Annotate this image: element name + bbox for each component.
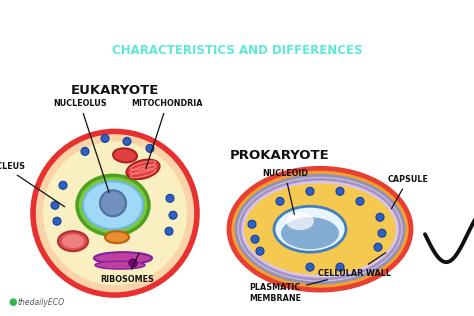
Text: EUKARYOTES AND PROKARYOTES: EUKARYOTES AND PROKARYOTES [61,13,413,32]
Circle shape [146,144,154,152]
Ellipse shape [105,231,129,243]
Ellipse shape [240,179,400,279]
Circle shape [248,220,256,228]
Text: CHARACTERISTICS AND DIFFERENCES: CHARACTERISTICS AND DIFFERENCES [112,44,362,57]
Text: CAPSULE: CAPSULE [388,175,428,209]
Circle shape [101,134,109,143]
Circle shape [251,235,259,243]
Circle shape [376,213,384,221]
Ellipse shape [58,231,88,251]
Circle shape [336,263,344,271]
Text: ●: ● [8,297,17,307]
Ellipse shape [244,183,396,275]
Circle shape [165,227,173,235]
Circle shape [53,217,61,225]
Ellipse shape [77,175,149,235]
Circle shape [33,131,197,295]
Circle shape [81,147,89,155]
Ellipse shape [286,212,314,230]
Circle shape [100,190,126,216]
Circle shape [374,243,382,251]
Ellipse shape [83,181,143,229]
Text: EUKARYOTE: EUKARYOTE [71,83,159,97]
Circle shape [129,259,137,267]
Ellipse shape [236,175,404,283]
Ellipse shape [274,206,346,252]
Text: NUCLEOLUS: NUCLEOLUS [53,99,109,193]
Circle shape [169,211,177,219]
Circle shape [276,197,284,205]
Circle shape [378,229,386,237]
Text: NUCLEUS: NUCLEUS [0,162,64,207]
Ellipse shape [127,160,160,179]
Circle shape [356,197,364,205]
Circle shape [43,142,187,285]
Ellipse shape [281,217,339,249]
Text: PROKARYOTE: PROKARYOTE [230,149,330,162]
Circle shape [306,263,314,271]
Text: FLAGELLUM: FLAGELLUM [0,315,1,316]
Text: RIBOSOMES: RIBOSOMES [100,254,154,283]
Ellipse shape [94,252,152,264]
Circle shape [51,201,59,209]
Text: PLASMATIC
MEMBRANE: PLASMATIC MEMBRANE [249,280,328,303]
Text: thedailyECO: thedailyECO [18,298,65,307]
Text: NUCLEOID: NUCLEOID [262,169,308,215]
Text: CELLULAR WALL: CELLULAR WALL [319,253,392,277]
Ellipse shape [62,234,84,248]
Circle shape [306,187,314,195]
Ellipse shape [95,261,145,269]
Text: MITOCHONDRIA: MITOCHONDRIA [131,99,203,169]
Ellipse shape [229,168,411,290]
Ellipse shape [113,148,137,162]
Circle shape [59,181,67,189]
Circle shape [123,137,131,145]
Circle shape [166,194,174,202]
Circle shape [336,187,344,195]
Circle shape [256,247,264,255]
